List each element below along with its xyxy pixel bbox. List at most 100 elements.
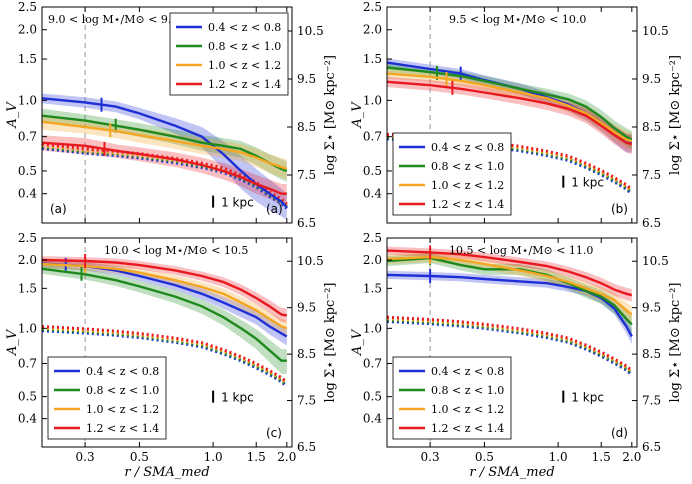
y2-tick-label: 7.5 <box>642 394 661 408</box>
y2-tick-label: 7.5 <box>642 168 661 182</box>
x-axis-title: r / SMA_med <box>469 465 554 480</box>
y-tick-label: 2.0 <box>18 23 37 37</box>
legend: 0.4 < z < 0.8 0.8 < z < 1.0 1.0 < z < 1.2 1… <box>392 356 512 440</box>
av-profile-3 <box>42 262 288 330</box>
y-tick-label: 1.0 <box>18 321 37 335</box>
density-profile-4 <box>387 132 633 191</box>
mass-bin-label: 9.0 < log M⋆/M⊙ < 9.5 <box>48 13 178 26</box>
av-profile-4 <box>387 80 633 146</box>
y-tick-label: 0.7 <box>363 356 382 370</box>
x-tick-label: 1.5 <box>247 450 266 464</box>
y-tick-label: 2.5 <box>18 231 37 245</box>
density-profile-2 <box>42 327 288 387</box>
y-tick-label: 0.5 <box>18 390 37 404</box>
error-band-2 <box>42 264 287 374</box>
density-profile-1 <box>42 329 288 388</box>
y2-tick-label: 10.5 <box>297 254 324 268</box>
density-profile-3 <box>42 326 288 385</box>
y2-tick-label: 9.5 <box>642 301 661 315</box>
y2-axis-title: log Σ⋆ [M⊙ kpc⁻²] <box>323 283 338 403</box>
legend-label-2: 0.8 < z < 1.0 <box>431 384 504 397</box>
y-tick-label: 1.0 <box>363 93 382 107</box>
y2-tick-label: 6.5 <box>297 216 316 230</box>
y-axis-title: A_V <box>350 101 365 129</box>
y2-axis-title: log Σ⋆ [M⊙ kpc⁻²] <box>323 55 338 175</box>
y2-tick-label: 6.5 <box>642 440 661 454</box>
mass-bin-label: 10.0 < log M⋆/M⊙ < 10.5 <box>104 244 248 257</box>
scale-bar-label: 1 kpc <box>221 196 254 210</box>
y2-tick-label: 9.5 <box>297 72 316 86</box>
y2-tick-label: 8.5 <box>297 120 316 134</box>
error-band-1 <box>42 93 287 220</box>
legend-label-1: 0.4 < z < 0.8 <box>431 365 504 378</box>
y-tick-label: 1.5 <box>18 52 37 66</box>
y-axis-title: A_V <box>5 328 20 356</box>
y-axis-title: A_V <box>350 328 365 356</box>
y-tick-label: 2.5 <box>363 231 382 245</box>
y2-tick-label: 10.5 <box>297 24 324 38</box>
y-tick-label: 1.5 <box>363 52 382 66</box>
y-tick-label: 0.7 <box>18 356 37 370</box>
y-tick-label: 0.4 <box>363 187 382 201</box>
y2-tick-label: 9.5 <box>297 301 316 315</box>
legend-label-4: 1.2 < z < 1.4 <box>431 422 504 435</box>
density-profile-3 <box>387 134 633 193</box>
x-tick-label: 1.5 <box>592 450 611 464</box>
av-profile-1 <box>42 262 288 338</box>
panel-label: (a) <box>50 202 67 216</box>
legend-label-4: 1.2 < z < 1.4 <box>86 422 159 435</box>
y2-tick-label: 10.5 <box>642 24 669 38</box>
x-axis-title: r / SMA_med <box>124 465 209 480</box>
y-tick-label: 0.4 <box>18 187 37 201</box>
scale-bar-label: 1 kpc <box>571 176 604 190</box>
panel-frame <box>386 6 638 224</box>
legend: 0.4 < z < 0.8 0.8 < z < 1.0 1.0 < z < 1.2 1… <box>47 356 167 440</box>
y2-tick-label: 6.5 <box>297 440 316 454</box>
panel-frame <box>41 237 293 448</box>
y-tick-label: 0.4 <box>363 412 382 426</box>
y-tick-label: 1.5 <box>18 281 37 295</box>
density-profile-1 <box>387 137 633 196</box>
density-profile-4 <box>387 315 633 372</box>
av-profile-3 <box>387 72 633 143</box>
legend-label-2: 0.8 < z < 1.0 <box>431 160 504 173</box>
y2-tick-label: 8.5 <box>297 347 316 361</box>
mass-bin-label: 9.5 < log M⋆/M⊙ < 10.0 <box>449 13 586 26</box>
y-tick-label: 2.0 <box>363 253 382 267</box>
panel-plot-area <box>42 238 288 447</box>
legend-label-2: 0.8 < z < 1.0 <box>86 384 159 397</box>
av-profile-4 <box>42 141 287 195</box>
legend: 0.4 < z < 0.8 0.8 < z < 1.0 1.0 < z < 1.2 1… <box>169 12 289 96</box>
y-tick-label: 1.0 <box>18 93 37 107</box>
x-tick-label: 0.5 <box>475 450 494 464</box>
error-band-2 <box>42 108 287 182</box>
legend-label-3: 1.0 < z < 1.2 <box>431 403 504 416</box>
y-axis-title: A_V <box>5 101 20 129</box>
y-tick-label: 0.4 <box>18 412 37 426</box>
error-band-3 <box>42 114 287 180</box>
x-tick-label: 0.3 <box>76 450 95 464</box>
panel-frame <box>386 237 638 448</box>
panel-4: 0.3 0.5 1.0 1.5 2.0 0.4 0.5 0.7 1.0 1.5 2.0 2.5 6.5 7… <box>350 231 683 464</box>
y-tick-label: 0.5 <box>18 164 37 178</box>
panel-label: (c) <box>266 426 282 440</box>
panel-plot-area <box>42 7 288 223</box>
legend-label-4: 1.2 < z < 1.4 <box>431 198 504 211</box>
y-tick-label: 0.7 <box>363 130 382 144</box>
y2-tick-label: 6.5 <box>642 216 661 230</box>
panel-1: 0.4 0.5 0.7 1.0 1.5 2.0 2.5 6.5 7.5 8.5 9.5 10.5 A_V… <box>5 0 338 230</box>
y2-tick-label: 7.5 <box>297 394 316 408</box>
legend-label-1: 0.4 < z < 0.8 <box>86 365 159 378</box>
y2-axis-title: log Σ⋆ [M⊙ kpc⁻²] <box>668 55 683 175</box>
y2-tick-label: 8.5 <box>642 347 661 361</box>
density-profile-4 <box>42 325 288 384</box>
legend-label-3: 1.0 < z < 1.2 <box>431 179 504 192</box>
scale-bar-label: 1 kpc <box>571 391 604 405</box>
x-tick-label: 0.5 <box>130 450 149 464</box>
av-profile-4 <box>42 258 287 317</box>
panel-label: (a) <box>266 202 283 216</box>
legend-label-1: 0.4 < z < 0.8 <box>208 21 281 34</box>
y-tick-label: 0.5 <box>363 390 382 404</box>
legend: 0.4 < z < 0.8 0.8 < z < 1.0 1.0 < z < 1.2 1… <box>392 132 512 216</box>
